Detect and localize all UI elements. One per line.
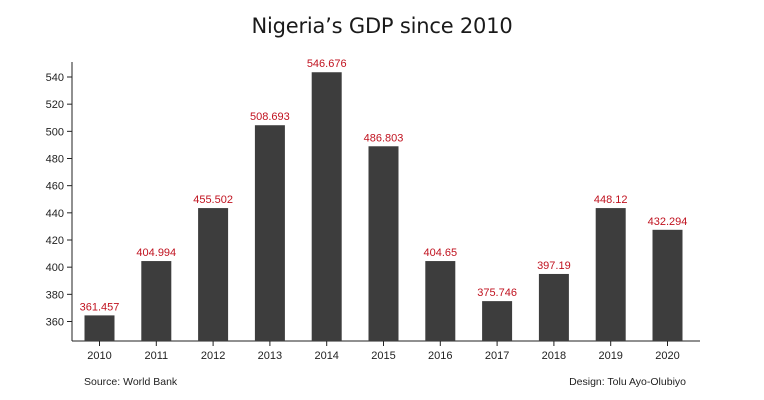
bars xyxy=(84,72,683,342)
data-label: 455.502 xyxy=(193,194,233,206)
y-tick-label: 380 xyxy=(46,289,64,301)
y-tick-label: 540 xyxy=(46,72,64,84)
x-tick-label: 2011 xyxy=(144,350,168,362)
y-tick-label: 420 xyxy=(46,235,64,247)
data-label: 486.803 xyxy=(364,132,404,144)
bar xyxy=(141,261,172,341)
data-label: 375.746 xyxy=(477,287,517,299)
bar xyxy=(595,208,626,341)
chart-title: Nigeria’s GDP since 2010 xyxy=(251,14,513,38)
design-credit: Design: Tolu Ayo-Olubiyo xyxy=(569,376,686,388)
y-tick-label: 460 xyxy=(46,181,64,193)
data-labels: 361.457 404.994 455.502 508.693 546.676 486.8… xyxy=(80,58,688,313)
data-label: 508.693 xyxy=(250,111,290,123)
y-tick-label: 440 xyxy=(46,208,64,220)
x-tick-label: 2014 xyxy=(314,350,338,362)
data-label: 397.19 xyxy=(537,260,571,272)
bar xyxy=(425,261,456,341)
x-tick-label: 2013 xyxy=(258,350,282,362)
bar xyxy=(482,301,513,341)
bar xyxy=(84,315,115,341)
bar xyxy=(538,273,569,341)
data-label: 361.457 xyxy=(80,301,120,313)
data-label: 546.676 xyxy=(307,58,347,70)
bar xyxy=(311,72,342,341)
source-note: Source: World Bank xyxy=(84,376,178,388)
bar xyxy=(254,125,285,342)
y-tick-label: 520 xyxy=(46,99,64,111)
x-tick-label: 2018 xyxy=(542,350,566,362)
x-tick-label: 2017 xyxy=(485,350,509,362)
bar xyxy=(368,146,399,341)
x-tick-label: 2010 xyxy=(87,350,111,362)
x-tick-label: 2019 xyxy=(598,350,622,362)
y-tick-label: 500 xyxy=(46,126,64,138)
y-tick-label: 400 xyxy=(46,262,64,274)
data-label: 448.12 xyxy=(594,194,628,206)
data-label: 404.65 xyxy=(423,247,457,259)
x-tick-label: 2020 xyxy=(655,350,679,362)
y-tick-label: 360 xyxy=(46,317,64,329)
x-tick-label: 2015 xyxy=(371,350,395,362)
x-tick-label: 2012 xyxy=(201,350,225,362)
bar xyxy=(198,208,229,341)
y-tick-label: 480 xyxy=(46,154,64,166)
x-tick-label: 2016 xyxy=(428,350,452,362)
bar xyxy=(652,229,683,341)
data-label: 404.994 xyxy=(136,247,176,259)
x-axis: 2010 2011 2012 2013 2014 2015 2016 2017 2018 2019… xyxy=(72,340,700,362)
y-axis: 360 380 400 420 440 460 480 500 520 540 xyxy=(46,62,73,341)
data-label: 432.294 xyxy=(648,216,688,228)
